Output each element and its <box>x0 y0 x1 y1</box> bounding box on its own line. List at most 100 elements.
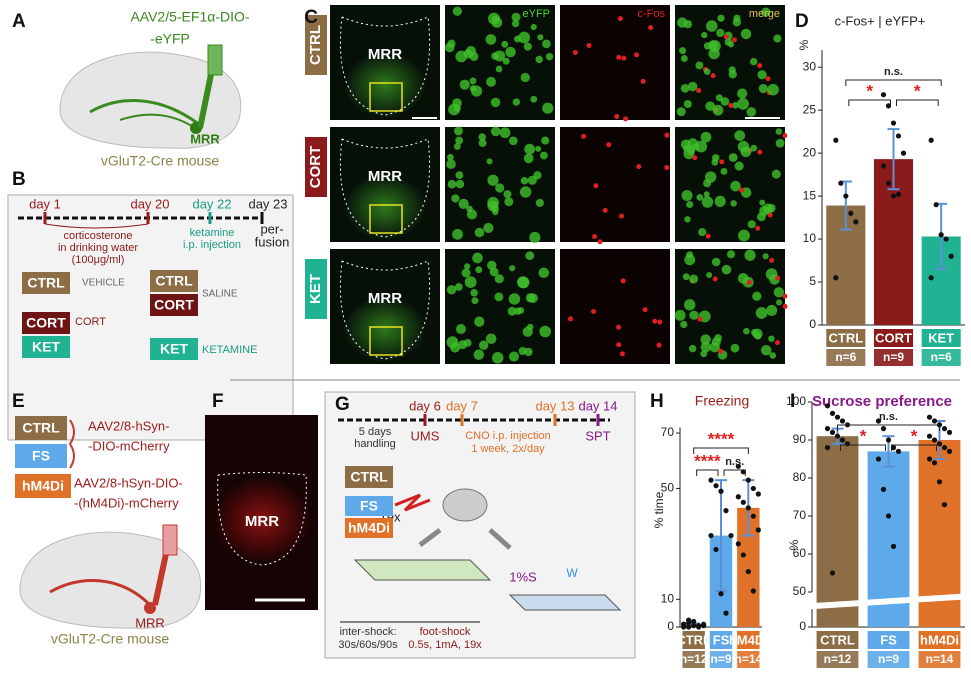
y-tick-label: 0 <box>799 619 806 633</box>
data-point <box>843 193 849 199</box>
cell <box>757 212 766 222</box>
data-point <box>745 505 751 511</box>
n-label: n=9 <box>883 350 904 364</box>
group-label: CTRL <box>27 275 65 291</box>
channel-label: eYFP <box>522 8 550 20</box>
cell <box>724 38 732 46</box>
cell <box>744 249 756 261</box>
cell <box>760 345 772 356</box>
group-label: CORT <box>26 315 66 331</box>
data-point <box>946 448 953 454</box>
outline <box>339 16 431 116</box>
data-point <box>890 120 897 126</box>
cell <box>452 6 462 16</box>
cell <box>494 274 504 284</box>
x-tick-label: CORT <box>875 330 912 345</box>
cell <box>540 151 548 160</box>
cell <box>539 325 551 338</box>
data-point <box>723 610 729 616</box>
cell <box>458 198 469 210</box>
label: CORT <box>75 316 106 328</box>
shock-box <box>353 559 492 581</box>
label: day 13 <box>535 398 574 413</box>
region-label: MRR <box>368 46 402 63</box>
cell <box>755 307 768 319</box>
cell <box>463 338 472 347</box>
cell <box>520 72 530 83</box>
cell <box>508 351 520 362</box>
brain-e <box>19 419 202 629</box>
cell <box>703 68 711 76</box>
panel-letter: D <box>795 11 809 32</box>
cell <box>453 104 461 112</box>
chart-title: Freezing <box>695 393 749 409</box>
data-point <box>931 460 938 466</box>
category-box <box>682 631 705 649</box>
cell <box>686 145 696 155</box>
annotation: n.s. <box>879 411 898 423</box>
n-label: n=12 <box>824 652 852 666</box>
cell <box>747 220 756 229</box>
data-point <box>824 426 831 432</box>
category-box <box>867 631 910 649</box>
data-point <box>824 445 831 451</box>
data-point <box>745 477 751 483</box>
label: 1%S <box>509 569 537 584</box>
cell <box>535 198 544 207</box>
n-box <box>918 651 961 668</box>
cell <box>542 39 551 49</box>
cell <box>704 171 717 183</box>
group-label: CTRL <box>350 469 388 485</box>
cell <box>674 309 686 321</box>
row-label-box <box>305 15 327 75</box>
cell <box>708 40 721 53</box>
data-point <box>718 591 724 597</box>
cell <box>464 276 477 288</box>
cell <box>620 278 626 284</box>
cell <box>737 98 749 110</box>
cell <box>530 95 538 103</box>
y-axis-label: % time <box>652 491 666 528</box>
cell <box>454 126 463 136</box>
chart-title: c-Fos+ | eYFP+ <box>835 13 926 28</box>
y-tick-label: 15 <box>803 188 817 202</box>
cell <box>773 34 782 43</box>
label: day 22 <box>192 196 231 211</box>
data-point <box>681 621 687 627</box>
glow <box>345 297 425 361</box>
y-tick-label: 90 <box>793 432 807 446</box>
cell <box>730 180 741 192</box>
data-point <box>885 180 892 186</box>
annotation: * <box>866 81 873 100</box>
cell <box>697 316 703 322</box>
cell <box>763 203 774 214</box>
data-point <box>926 414 933 420</box>
data-point <box>880 486 887 492</box>
data-point <box>735 541 741 547</box>
cell <box>464 263 471 270</box>
cell <box>490 97 501 108</box>
data-point <box>701 623 707 629</box>
region-label: MRR <box>368 168 402 185</box>
n-box <box>921 349 961 366</box>
annotation: * <box>914 81 921 100</box>
cell <box>734 161 744 171</box>
label: AAV2/5-EF1α-DIO- <box>130 9 249 25</box>
cell <box>680 55 688 62</box>
annotation: **** <box>694 451 721 470</box>
data-point <box>750 485 756 492</box>
cell <box>773 287 785 298</box>
group-label: FS <box>32 448 50 464</box>
cell <box>680 320 688 329</box>
label: fusion <box>255 234 290 249</box>
y-tick-label: 50 <box>661 481 675 495</box>
data-point <box>834 433 841 439</box>
cell <box>502 57 510 65</box>
bracket <box>891 444 937 451</box>
data-point <box>936 441 943 447</box>
cell <box>682 273 690 281</box>
data-point <box>755 491 761 497</box>
label: VEHICLE <box>82 278 125 289</box>
data-point <box>686 624 692 630</box>
data-point <box>890 543 897 550</box>
